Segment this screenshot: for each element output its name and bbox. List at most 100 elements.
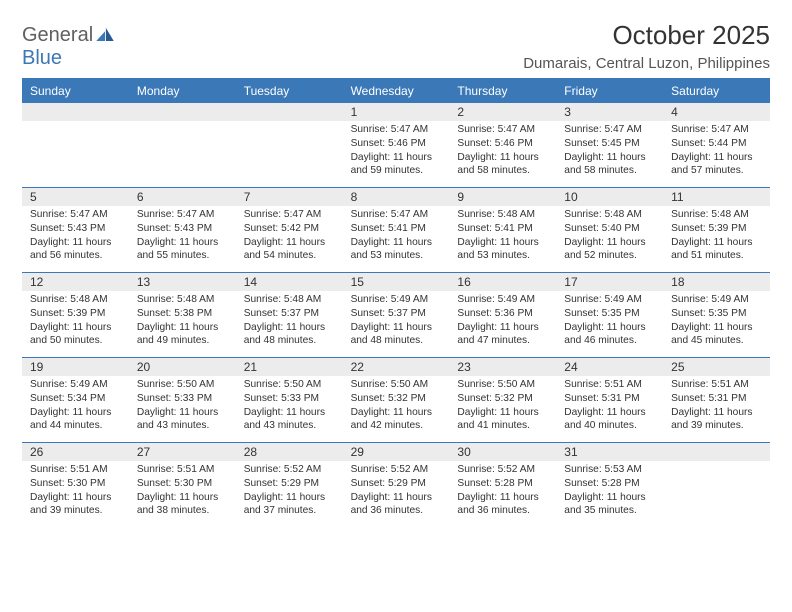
sunrise-text: Sunrise: 5:48 AM [244,293,339,307]
sunrise-text: Sunrise: 5:49 AM [564,293,659,307]
day-details: Sunrise: 5:49 AMSunset: 5:36 PMDaylight:… [449,291,556,350]
week-row: 5Sunrise: 5:47 AMSunset: 5:43 PMDaylight… [22,187,770,272]
day-number: 18 [663,273,770,291]
sunrise-text: Sunrise: 5:51 AM [137,463,232,477]
day-cell: 18Sunrise: 5:49 AMSunset: 5:35 PMDayligh… [663,273,770,357]
day-cell: 12Sunrise: 5:48 AMSunset: 5:39 PMDayligh… [22,273,129,357]
day-cell: 10Sunrise: 5:48 AMSunset: 5:40 PMDayligh… [556,188,663,272]
sunset-text: Sunset: 5:38 PM [137,307,232,321]
day-details: Sunrise: 5:47 AMSunset: 5:42 PMDaylight:… [236,206,343,265]
weekday-header-row: Sunday Monday Tuesday Wednesday Thursday… [22,80,770,103]
sunrise-text: Sunrise: 5:47 AM [137,208,232,222]
day-number: 7 [236,188,343,206]
sunrise-text: Sunrise: 5:47 AM [564,123,659,137]
sunset-text: Sunset: 5:35 PM [564,307,659,321]
sunset-text: Sunset: 5:33 PM [137,392,232,406]
weekday-header: Saturday [663,80,770,103]
day-details: Sunrise: 5:50 AMSunset: 5:33 PMDaylight:… [129,376,236,435]
sunrise-text: Sunrise: 5:48 AM [564,208,659,222]
sunset-text: Sunset: 5:43 PM [30,222,125,236]
day-number [663,443,770,461]
day-number: 1 [343,103,450,121]
sunrise-text: Sunrise: 5:47 AM [30,208,125,222]
sunset-text: Sunset: 5:35 PM [671,307,766,321]
daylight-text: Daylight: 11 hours and 36 minutes. [457,491,552,519]
day-details: Sunrise: 5:51 AMSunset: 5:30 PMDaylight:… [129,461,236,520]
day-cell: 14Sunrise: 5:48 AMSunset: 5:37 PMDayligh… [236,273,343,357]
sunset-text: Sunset: 5:45 PM [564,137,659,151]
day-number: 11 [663,188,770,206]
day-cell: 29Sunrise: 5:52 AMSunset: 5:29 PMDayligh… [343,443,450,527]
day-details: Sunrise: 5:51 AMSunset: 5:31 PMDaylight:… [556,376,663,435]
daylight-text: Daylight: 11 hours and 56 minutes. [30,236,125,264]
sunrise-text: Sunrise: 5:53 AM [564,463,659,477]
header-right: October 2025 Dumarais, Central Luzon, Ph… [523,20,770,72]
day-cell: 16Sunrise: 5:49 AMSunset: 5:36 PMDayligh… [449,273,556,357]
daylight-text: Daylight: 11 hours and 44 minutes. [30,406,125,434]
daylight-text: Daylight: 11 hours and 39 minutes. [30,491,125,519]
day-details: Sunrise: 5:50 AMSunset: 5:32 PMDaylight:… [343,376,450,435]
day-cell: 20Sunrise: 5:50 AMSunset: 5:33 PMDayligh… [129,358,236,442]
day-details: Sunrise: 5:49 AMSunset: 5:35 PMDaylight:… [663,291,770,350]
week-row: 12Sunrise: 5:48 AMSunset: 5:39 PMDayligh… [22,272,770,357]
daylight-text: Daylight: 11 hours and 36 minutes. [351,491,446,519]
day-cell: 17Sunrise: 5:49 AMSunset: 5:35 PMDayligh… [556,273,663,357]
sunset-text: Sunset: 5:46 PM [351,137,446,151]
weekday-header: Monday [129,80,236,103]
day-number: 24 [556,358,663,376]
sunset-text: Sunset: 5:39 PM [30,307,125,321]
sunset-text: Sunset: 5:30 PM [30,477,125,491]
sunset-text: Sunset: 5:43 PM [137,222,232,236]
day-details: Sunrise: 5:51 AMSunset: 5:30 PMDaylight:… [22,461,129,520]
calendar-page: GeneralBlue October 2025 Dumarais, Centr… [0,0,792,537]
sunrise-text: Sunrise: 5:50 AM [244,378,339,392]
daylight-text: Daylight: 11 hours and 42 minutes. [351,406,446,434]
day-number: 17 [556,273,663,291]
day-details: Sunrise: 5:52 AMSunset: 5:29 PMDaylight:… [343,461,450,520]
brand-sail-icon [95,24,115,47]
sunset-text: Sunset: 5:37 PM [244,307,339,321]
day-cell: 30Sunrise: 5:52 AMSunset: 5:28 PMDayligh… [449,443,556,527]
day-number: 16 [449,273,556,291]
daylight-text: Daylight: 11 hours and 54 minutes. [244,236,339,264]
day-number: 13 [129,273,236,291]
day-details: Sunrise: 5:48 AMSunset: 5:39 PMDaylight:… [22,291,129,350]
sunrise-text: Sunrise: 5:48 AM [137,293,232,307]
day-number: 26 [22,443,129,461]
week-row: 19Sunrise: 5:49 AMSunset: 5:34 PMDayligh… [22,357,770,442]
sunrise-text: Sunrise: 5:51 AM [671,378,766,392]
day-details: Sunrise: 5:48 AMSunset: 5:39 PMDaylight:… [663,206,770,265]
daylight-text: Daylight: 11 hours and 53 minutes. [457,236,552,264]
weeks-container: 1 Sunrise: 5:47 AM Sunset: 5:46 PM Daylight… [22,103,770,527]
day-number: 31 [556,443,663,461]
sunrise-text: Sunrise: 5:52 AM [457,463,552,477]
daylight-text: Daylight: 11 hours and 48 minutes. [351,321,446,349]
daylight-text: Daylight: 11 hours and 49 minutes. [137,321,232,349]
weekday-header: Wednesday [343,80,450,103]
day-details: Sunrise: 5:49 AMSunset: 5:37 PMDaylight:… [343,291,450,350]
sunset-text: Sunset: 5:32 PM [351,392,446,406]
daylight-text: Daylight: 11 hours and 40 minutes. [564,406,659,434]
sunset-text: Sunset: 5:44 PM [671,137,766,151]
day-cell: 27Sunrise: 5:51 AMSunset: 5:30 PMDayligh… [129,443,236,527]
sunrise-text: Sunrise: 5:50 AM [457,378,552,392]
day-cell: 15Sunrise: 5:49 AMSunset: 5:37 PMDayligh… [343,273,450,357]
brand-word2: Blue [22,47,62,69]
day-details: Sunrise: 5:49 AMSunset: 5:34 PMDaylight:… [22,376,129,435]
daylight-text: Daylight: 11 hours and 57 minutes. [671,151,766,179]
month-title: October 2025 [523,20,770,51]
day-number: 9 [449,188,556,206]
day-cell: 9Sunrise: 5:48 AMSunset: 5:41 PMDaylight… [449,188,556,272]
day-number: 28 [236,443,343,461]
location-text: Dumarais, Central Luzon, Philippines [523,55,770,72]
day-cell: 2Sunrise: 5:47 AMSunset: 5:46 PMDaylight… [449,103,556,187]
daylight-text: Daylight: 11 hours and 35 minutes. [564,491,659,519]
daylight-text: Daylight: 11 hours and 53 minutes. [351,236,446,264]
day-number [22,103,129,121]
day-cell: 5Sunrise: 5:47 AMSunset: 5:43 PMDaylight… [22,188,129,272]
weekday-header: Thursday [449,80,556,103]
day-details: Sunrise: 5:50 AMSunset: 5:33 PMDaylight:… [236,376,343,435]
sunset-text: Sunset: 5:33 PM [244,392,339,406]
day-number [129,103,236,121]
day-details: Sunrise: 5:47 AMSunset: 5:43 PMDaylight:… [22,206,129,265]
